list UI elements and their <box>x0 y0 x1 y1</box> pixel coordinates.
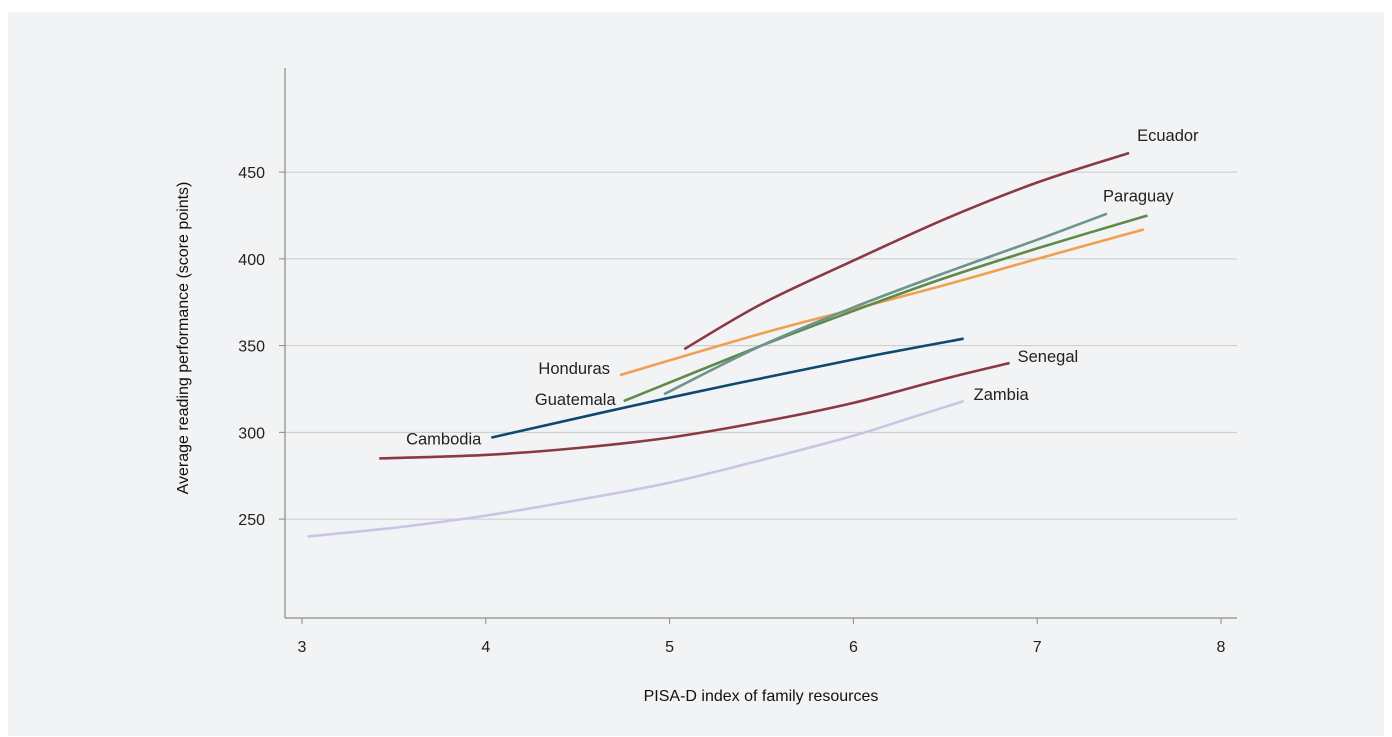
series-line-paraguay <box>663 212 1108 396</box>
x-tick-label: 3 <box>298 639 307 656</box>
y-axis-title: Average reading performance (score point… <box>175 182 192 495</box>
axes <box>284 68 1237 619</box>
x-tick-label: 5 <box>665 639 674 656</box>
chart-panel <box>8 12 1384 736</box>
series-line-ecuador <box>683 151 1130 351</box>
series-label-ecuador: Ecuador <box>1137 127 1199 145</box>
series-label-honduras: Honduras <box>538 360 610 378</box>
x-axis-title: PISA-D index of family resources <box>644 688 879 705</box>
series-lines <box>307 151 1148 538</box>
series-label-guatemala: Guatemala <box>535 391 617 409</box>
x-tick-label: 7 <box>1033 639 1042 656</box>
series-label-senegal: Senegal <box>1018 348 1079 366</box>
x-tick-labels: 3 4 5 6 7 8 <box>298 618 1226 656</box>
series-label-zambia: Zambia <box>974 386 1030 404</box>
x-tick-label: 8 <box>1217 639 1226 656</box>
y-tick-label: 250 <box>238 512 265 529</box>
x-tick-label: 6 <box>849 639 858 656</box>
series-labels: Zambia Senegal Cambodia Honduras Guatemala Pa… <box>406 127 1199 449</box>
y-tick-label: 400 <box>238 252 265 269</box>
y-tick-label: 450 <box>238 165 265 182</box>
y-tick-labels: 250 300 350 400 450 <box>238 165 285 529</box>
series-label-cambodia: Cambodia <box>406 431 482 449</box>
y-tick-label: 350 <box>238 339 265 356</box>
series-line-senegal <box>379 361 1010 460</box>
series-line-guatemala <box>623 214 1148 403</box>
y-tick-label: 300 <box>238 425 265 442</box>
x-tick-label: 4 <box>481 639 490 656</box>
series-line-cambodia <box>491 337 964 439</box>
series-line-zambia <box>307 399 965 538</box>
series-line-honduras <box>619 228 1145 377</box>
series-label-paraguay: Paraguay <box>1103 188 1174 206</box>
